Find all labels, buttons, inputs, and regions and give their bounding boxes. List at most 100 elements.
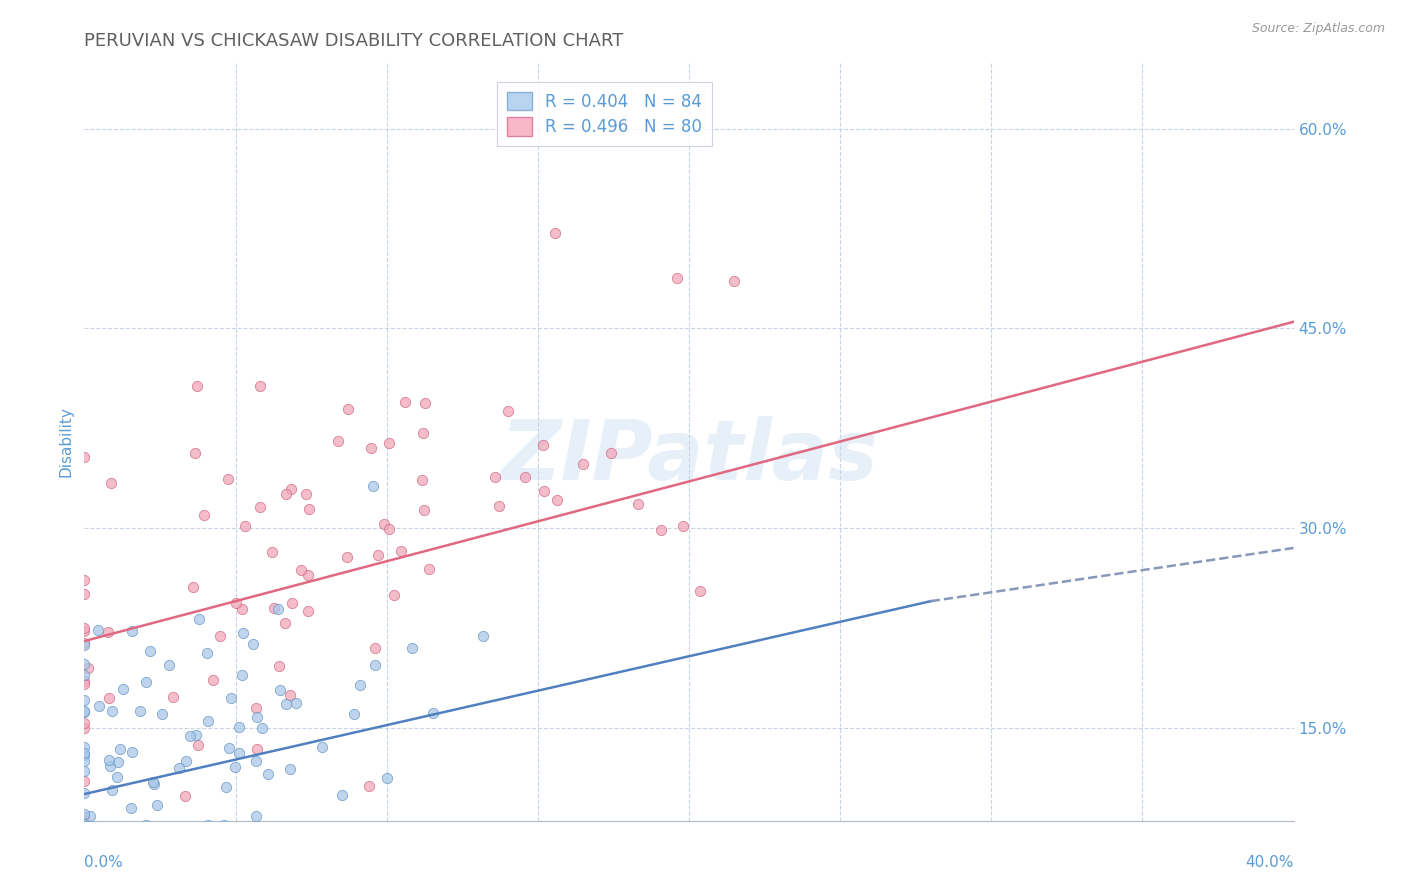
Point — [228, 746, 250, 760]
Point — [184, 445, 207, 459]
Point — [531, 438, 554, 452]
Point — [281, 596, 304, 610]
Point — [394, 394, 416, 409]
Point — [256, 767, 278, 781]
Point — [73, 840, 96, 855]
Point — [193, 508, 215, 523]
Point — [273, 615, 295, 630]
Point — [73, 854, 96, 868]
Point — [187, 612, 209, 626]
Point — [79, 808, 101, 822]
Point — [336, 549, 359, 564]
Point — [73, 754, 96, 768]
Point — [73, 674, 96, 689]
Point — [73, 787, 96, 801]
Point — [543, 226, 565, 240]
Text: 0.0%: 0.0% — [84, 855, 124, 871]
Point — [233, 519, 256, 533]
Point — [375, 771, 398, 785]
Point — [76, 661, 98, 675]
Point — [142, 775, 165, 789]
Point — [382, 589, 405, 603]
Point — [298, 501, 321, 516]
Point — [167, 761, 190, 775]
Point — [181, 580, 204, 594]
Point — [267, 659, 290, 673]
Point — [135, 817, 157, 831]
Point — [246, 710, 269, 724]
Point — [157, 658, 180, 673]
Point — [219, 691, 242, 706]
Point — [121, 745, 143, 759]
Point — [361, 478, 384, 492]
Point — [209, 629, 232, 643]
Point — [245, 809, 267, 823]
Point — [343, 707, 366, 722]
Point — [214, 818, 236, 832]
Point — [401, 641, 423, 656]
Point — [571, 458, 593, 472]
Point — [250, 722, 273, 736]
Point — [73, 705, 96, 719]
Point — [336, 402, 359, 417]
Point — [97, 753, 120, 767]
Point — [121, 624, 143, 639]
Point — [184, 728, 207, 742]
Point — [228, 720, 250, 734]
Point — [73, 704, 96, 718]
Point — [107, 756, 129, 770]
Point — [73, 833, 96, 847]
Point — [186, 379, 208, 393]
Point — [367, 548, 389, 562]
Point — [267, 601, 290, 615]
Point — [242, 637, 264, 651]
Point — [97, 691, 120, 706]
Point — [330, 788, 353, 802]
Point — [202, 673, 225, 687]
Point — [73, 764, 96, 778]
Point — [412, 425, 434, 440]
Point — [145, 797, 167, 812]
Point — [284, 696, 307, 710]
Point — [97, 625, 120, 640]
Point — [73, 774, 96, 789]
Point — [297, 567, 319, 582]
Point — [263, 601, 285, 615]
Point — [112, 681, 135, 696]
Point — [280, 482, 302, 496]
Point — [246, 742, 269, 756]
Point — [179, 729, 201, 743]
Point — [73, 587, 96, 601]
Point — [176, 754, 198, 768]
Text: PERUVIAN VS CHICKASAW DISABILITY CORRELATION CHART: PERUVIAN VS CHICKASAW DISABILITY CORRELA… — [84, 32, 624, 50]
Y-axis label: Disability: Disability — [58, 406, 73, 477]
Point — [224, 760, 246, 774]
Point — [100, 475, 122, 490]
Point — [412, 502, 434, 516]
Point — [73, 657, 96, 671]
Point — [484, 470, 506, 484]
Point — [249, 378, 271, 392]
Point — [152, 707, 174, 722]
Point — [73, 573, 96, 587]
Point — [87, 699, 110, 714]
Point — [411, 474, 433, 488]
Point — [225, 596, 247, 610]
Point — [73, 747, 96, 762]
Point — [328, 434, 350, 448]
Point — [187, 738, 209, 752]
Point — [135, 675, 157, 690]
Point — [311, 739, 333, 754]
Point — [274, 487, 297, 501]
Point — [290, 563, 312, 577]
Point — [471, 630, 494, 644]
Point — [73, 824, 96, 838]
Point — [231, 602, 253, 616]
Point — [378, 436, 401, 450]
Point — [269, 682, 291, 697]
Point — [533, 484, 555, 499]
Point — [294, 487, 316, 501]
Point — [349, 678, 371, 692]
Point — [357, 779, 380, 793]
Legend: R = 0.404   N = 84, R = 0.496   N = 80: R = 0.404 N = 84, R = 0.496 N = 80 — [496, 82, 711, 146]
